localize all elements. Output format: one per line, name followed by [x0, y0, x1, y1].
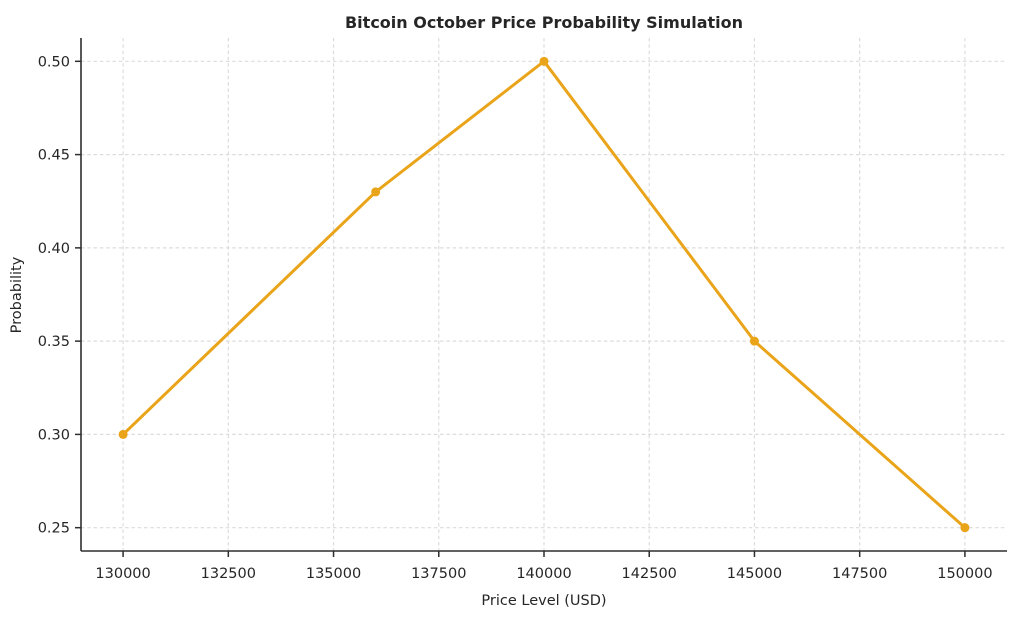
y-tick-label: 0.30	[38, 427, 70, 443]
x-tick-label: 150000	[937, 566, 992, 582]
x-tick-label: 130000	[95, 566, 150, 582]
y-tick-label: 0.50	[38, 54, 70, 70]
data-point	[118, 429, 128, 439]
y-axis-label: Probability	[9, 256, 25, 333]
x-tick-label: 135000	[306, 566, 361, 582]
data-point	[371, 187, 381, 197]
x-tick-label: 142500	[622, 566, 677, 582]
gridlines	[81, 38, 1007, 551]
data-point	[539, 56, 549, 66]
tick-marks	[75, 60, 966, 557]
x-tick-label: 145000	[727, 566, 782, 582]
x-tick-label: 137500	[411, 566, 466, 582]
x-tick-label: 132500	[201, 566, 256, 582]
x-axis-label: Price Level (USD)	[481, 593, 606, 609]
y-tick-label: 0.25	[38, 521, 70, 537]
x-tick-label: 147500	[832, 566, 887, 582]
tick-labels: 130000 132500 135000 137500 140000 142500 1450…	[38, 54, 993, 582]
chart-title: Bitcoin October Price Probability Simula…	[345, 13, 743, 32]
y-tick-label: 0.35	[38, 334, 70, 350]
x-tick-label: 140000	[516, 566, 571, 582]
data-point	[749, 336, 759, 346]
y-tick-label: 0.45	[38, 148, 70, 164]
series-line	[121, 59, 967, 530]
y-tick-label: 0.40	[38, 241, 70, 257]
data-point	[960, 523, 970, 533]
data-series	[118, 56, 970, 533]
